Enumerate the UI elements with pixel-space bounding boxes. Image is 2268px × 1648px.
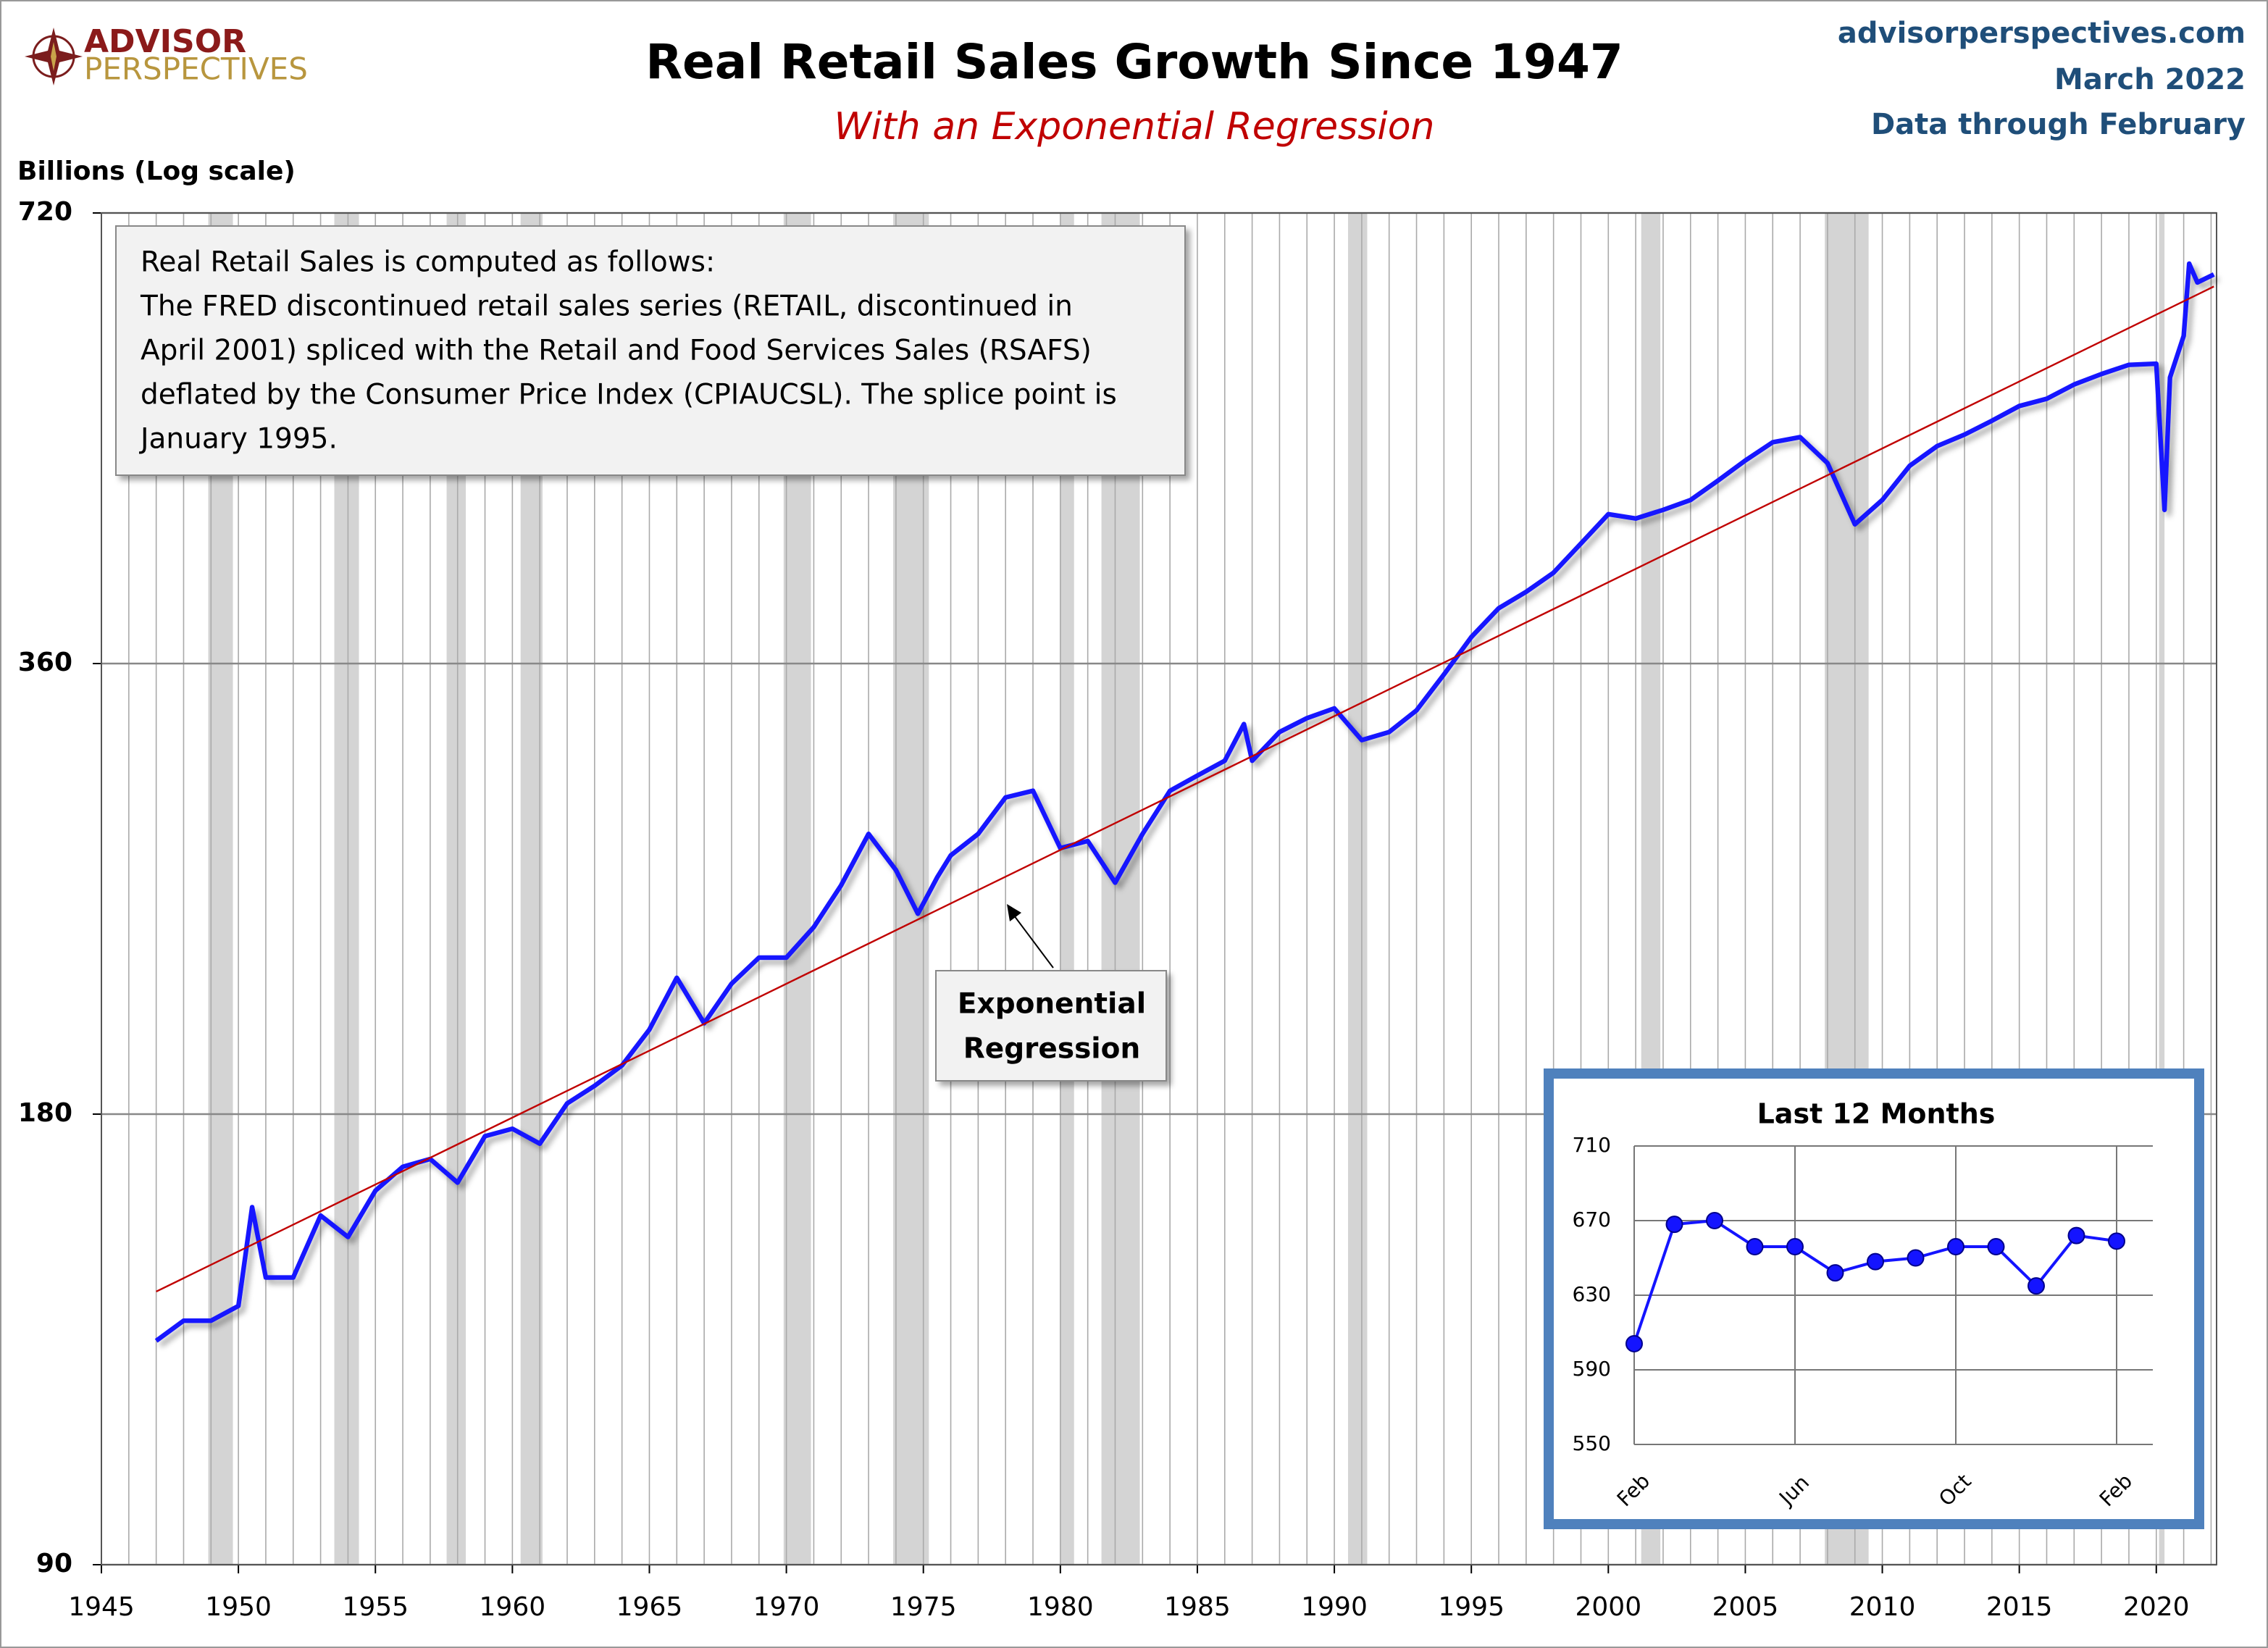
data-line <box>154 261 2215 1343</box>
x-tick-label: 2020 <box>2123 1592 2190 1622</box>
plot-border <box>101 212 2217 1565</box>
inset-point <box>2028 1277 2045 1295</box>
recession-band <box>2159 213 2165 1565</box>
inset-title: Last 12 Months <box>1757 1098 1996 1130</box>
x-tick-label: 1975 <box>890 1592 957 1622</box>
x-tick-label: 1995 <box>1438 1592 1505 1622</box>
inset-y-tick-label: 630 <box>1573 1282 1611 1306</box>
x-tick-label: 1950 <box>205 1592 272 1622</box>
inset-y-tick-label: 590 <box>1573 1357 1611 1381</box>
note-box <box>115 225 1186 476</box>
y-tick-label: 180 <box>18 1098 72 1128</box>
inset-frame <box>1544 1068 2204 1529</box>
x-tick-label: 1965 <box>616 1592 683 1622</box>
inset-y-tick-label: 550 <box>1573 1431 1611 1455</box>
note-text: January 1995. <box>138 423 338 456</box>
note-text: April 2001) spliced with the Retail and … <box>141 335 1092 367</box>
inset-point <box>1706 1212 1723 1229</box>
x-tick-label: 2005 <box>1712 1592 1779 1622</box>
annotations: Real Retail Sales is computed as follows… <box>115 225 1186 1082</box>
logo-bottom: PERSPECTIVES <box>84 51 308 87</box>
y-axis-label: Billions (Log scale) <box>17 156 296 186</box>
x-tick-label: 2000 <box>1575 1592 1641 1622</box>
inset-point <box>1987 1238 2005 1256</box>
note-text: The FRED discontinued retail sales serie… <box>140 290 1073 323</box>
inset-point <box>2067 1226 2085 1245</box>
x-tick-label: 1970 <box>753 1592 820 1622</box>
recession-band <box>1347 213 1368 1565</box>
inset-point <box>2108 1232 2125 1250</box>
inset-point <box>1867 1252 1884 1271</box>
x-tick-label: 2010 <box>1849 1592 1916 1622</box>
inset-y-tick-label: 670 <box>1573 1208 1611 1231</box>
x-tick-label: 1960 <box>480 1592 546 1622</box>
source: March 2022 <box>2054 63 2246 96</box>
callout-box <box>935 970 1167 1082</box>
chart-subtitle: With an Exponential Regression <box>834 105 1434 149</box>
x-tick-label: 1985 <box>1164 1592 1231 1622</box>
logo-top: ADVISOR <box>84 23 246 60</box>
callout-text: Exponential <box>958 988 1146 1021</box>
inset-point <box>1746 1238 1764 1256</box>
x-tick-label: 2015 <box>1986 1592 2053 1622</box>
regression-line <box>156 285 2214 1293</box>
y-tick-label: 360 <box>18 648 72 677</box>
note-text: Real Retail Sales is computed as follows… <box>141 246 715 279</box>
inset-point <box>1786 1238 1804 1256</box>
recession-band <box>1060 213 1074 1565</box>
inset-point <box>1665 1216 1683 1234</box>
x-tick-label: 1945 <box>68 1592 135 1622</box>
x-tick-label: 1990 <box>1301 1592 1368 1622</box>
inset-point <box>1907 1249 1925 1267</box>
source: Data through February <box>1871 108 2246 141</box>
callout-arrow <box>1013 915 1054 969</box>
inset-y-tick-label: 710 <box>1573 1133 1611 1157</box>
source: advisorperspectives.com <box>1838 17 2246 50</box>
logo: ADVISOR PERSPECTIVES <box>25 23 308 87</box>
inset-point <box>1826 1264 1844 1282</box>
y-tick-label: 90 <box>36 1549 72 1578</box>
arrow-head <box>1007 904 1021 921</box>
y-tick-label: 720 <box>18 197 72 227</box>
callout-text: Regression <box>963 1033 1140 1066</box>
inset-point <box>1625 1334 1643 1352</box>
inset-point <box>1947 1238 1964 1256</box>
chart-title: Real Retail Sales Growth Since 1947 <box>645 34 1623 90</box>
x-tick-label: 1980 <box>1027 1592 1094 1622</box>
note-text: deflated by the Consumer Price Index (CP… <box>141 379 1117 411</box>
x-tick-label: 1955 <box>342 1592 409 1622</box>
